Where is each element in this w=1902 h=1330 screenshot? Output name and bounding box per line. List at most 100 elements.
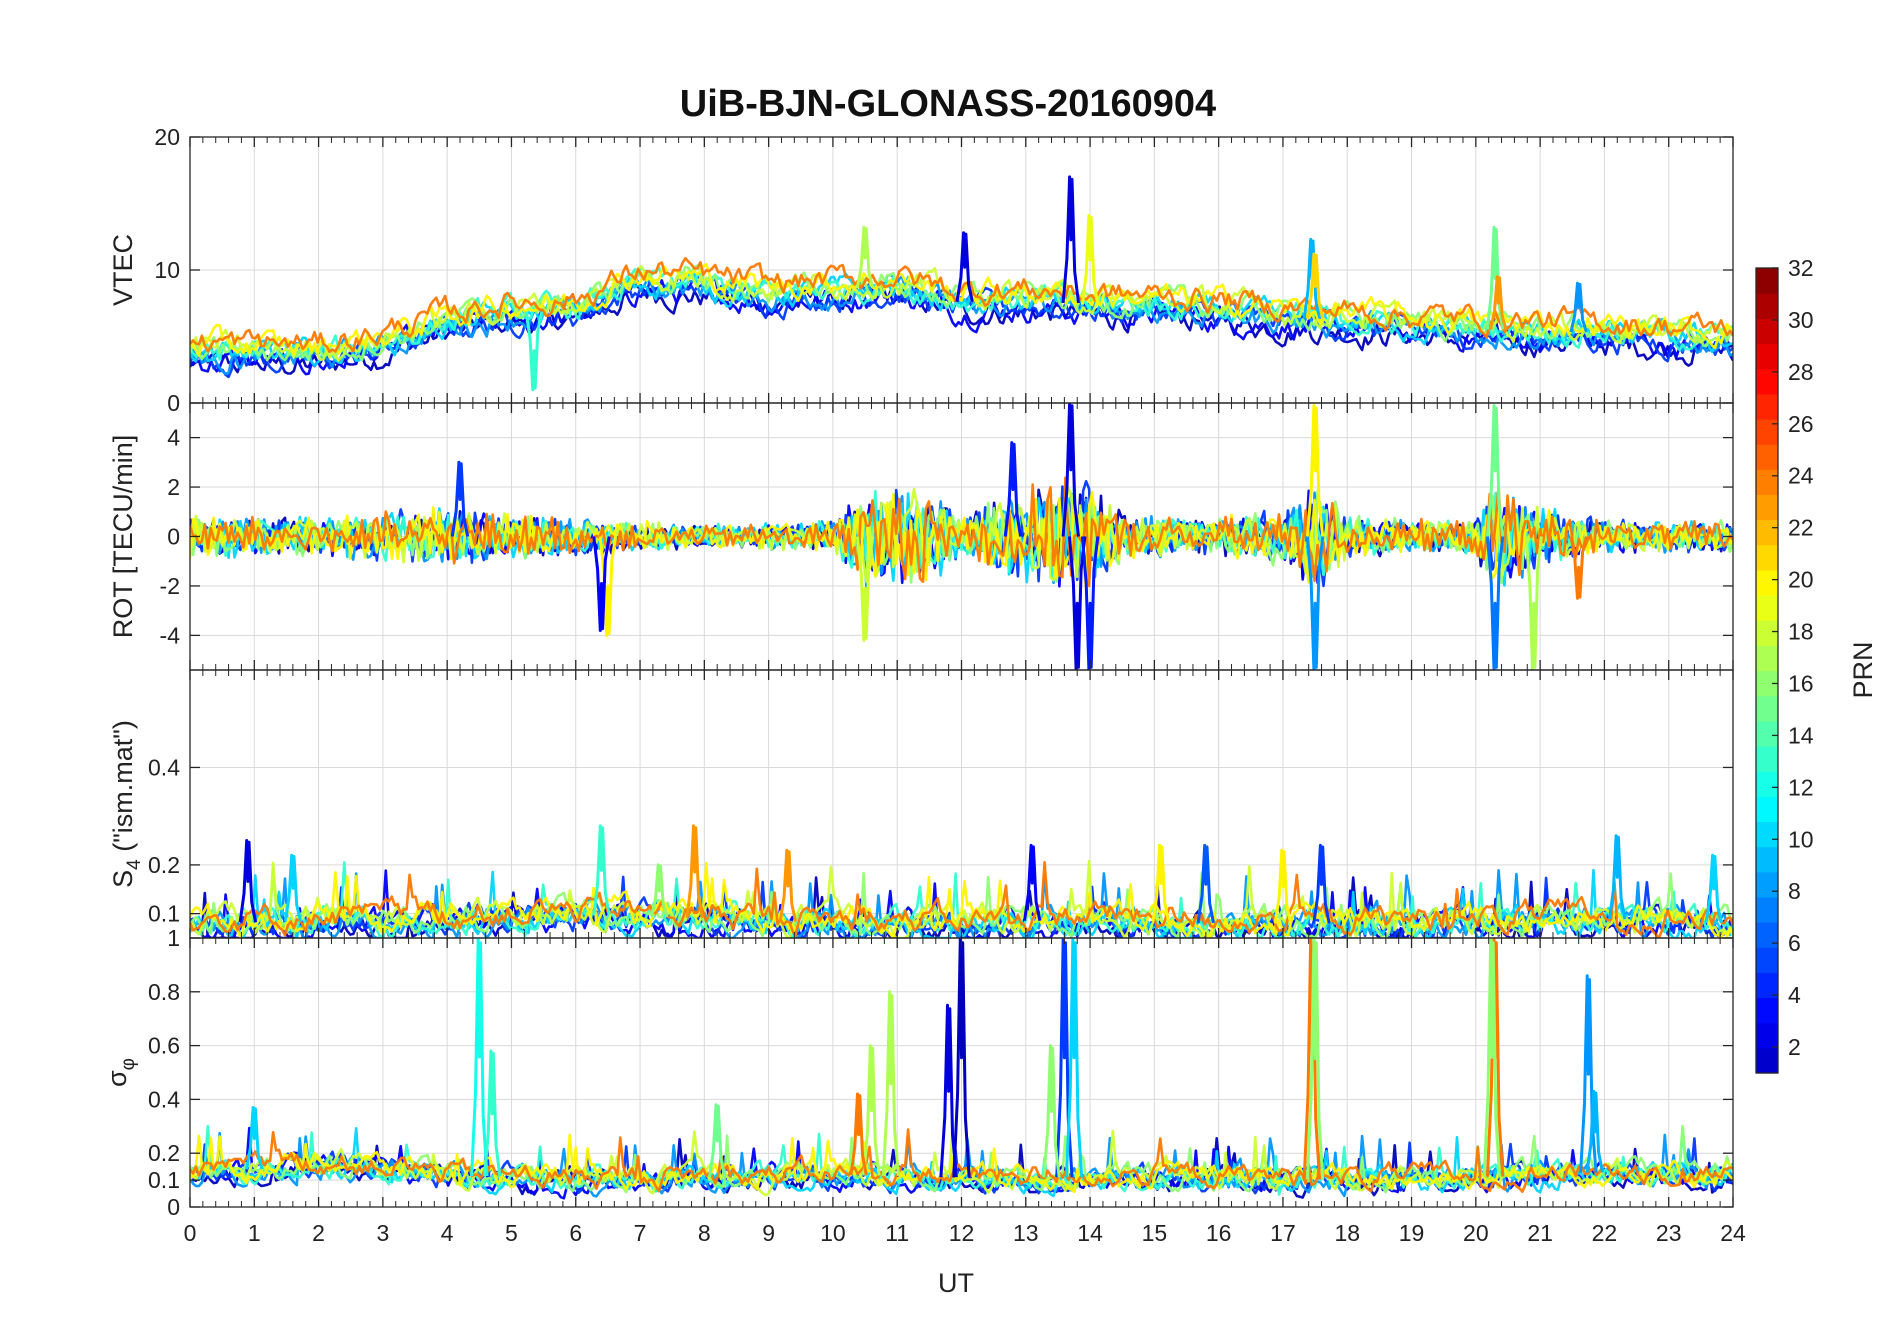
sigphi-series-prn-24 [190, 1128, 1733, 1193]
panel-s4: 0.1 0.2 0.4S4 ("ism.mat") [108, 669, 1734, 939]
vtec-event-spike [1080, 214, 1100, 305]
colorbar-segment [1756, 1047, 1778, 1074]
colorbar-segment [1756, 846, 1778, 873]
x-axis-label: UT [938, 1268, 974, 1298]
vtec-y-tick-label: 10 [154, 257, 180, 283]
s4-event-spike [778, 848, 798, 923]
x-tick-label: 8 [698, 1220, 711, 1246]
vtec-series-prn-13 [190, 265, 1733, 361]
x-tick-label: 10 [820, 1220, 846, 1246]
panel-sigphi: 00.10.2 0.4 0.6 0.8 1 σφ [102, 925, 1734, 1220]
x-tick-label: 17 [1270, 1220, 1296, 1246]
sigphi-event-spike [1482, 938, 1502, 1177]
x-tick-label: 16 [1206, 1220, 1232, 1246]
s4-event-spike [1704, 853, 1723, 924]
rot-event-spike [450, 460, 470, 537]
rot-event-spike [1485, 536, 1505, 670]
sigphi-event-spike [849, 1092, 868, 1176]
panel-rot: -4 -2 0 2 4 ROT [TECU/min] [108, 402, 1734, 671]
sigphi-y-tick-label: 0.8 [148, 979, 180, 1005]
colorbar-segment [1756, 544, 1778, 571]
colorbar-tick-label: 4 [1788, 982, 1801, 1008]
sigphi-series-group [190, 938, 1733, 1200]
x-tick-label: 15 [1142, 1220, 1168, 1246]
colorbar-segment [1756, 720, 1778, 747]
colorbar-segment [1756, 620, 1778, 646]
s4-event-spike [1608, 834, 1627, 920]
vtec-series-prn-20 [190, 262, 1733, 357]
vtec-event-spike [1569, 281, 1588, 333]
sigphi-event-spike [1042, 1044, 1061, 1178]
s4-series-prn-24 [190, 860, 1733, 938]
x-tick-label: 2 [312, 1220, 325, 1246]
colorbar-segment [1756, 393, 1778, 420]
sigphi-y-tick-label: 1 [167, 925, 180, 951]
colorbar-tick-label: 32 [1788, 255, 1814, 281]
colorbar-segment [1756, 821, 1778, 848]
colorbar-tick-label: 28 [1788, 359, 1814, 385]
colorbar-segment [1756, 771, 1778, 797]
x-axis: 0 1 2 3 4 5 6 7 8 9 10 11 12 13 14 15 16 17 18 19 20 21 22 23 24 [184, 1220, 1746, 1246]
sigphi-event-spike [483, 1049, 502, 1177]
rot-event-spike [1061, 403, 1080, 537]
colorbar-segment [1756, 268, 1778, 294]
x-tick-label: 12 [949, 1220, 975, 1246]
s4-y-axis-label: S4 ("ism.mat") [108, 720, 145, 888]
sigphi-y-tick-label: 0.6 [148, 1033, 180, 1059]
colorbar-segment [1756, 670, 1778, 697]
s4-event-spike [238, 839, 258, 923]
vtec-event-spike [855, 225, 875, 289]
colorbar-tick-label: 8 [1788, 878, 1801, 904]
colorbar-segment [1756, 1022, 1778, 1049]
s4-y-tick-label: 0.1 [148, 901, 180, 927]
x-tick-label: 3 [376, 1220, 389, 1246]
x-tick-label: 22 [1592, 1220, 1618, 1246]
colorbar-tick-label: 26 [1788, 411, 1814, 437]
rot-y-axis-label: ROT [TECU/min] [108, 435, 138, 639]
colorbar-tick-label: 6 [1788, 930, 1801, 956]
sigphi-event-spike [1305, 938, 1325, 1180]
s4-series-prn-20 [190, 861, 1733, 938]
x-tick-label: 19 [1399, 1220, 1425, 1246]
vtec-y-tick-label: 20 [154, 124, 180, 150]
colorbar-tick-label: 16 [1788, 670, 1814, 696]
colorbar-segment [1756, 368, 1778, 395]
x-tick-label: 5 [505, 1220, 518, 1246]
colorbar-segment [1756, 947, 1778, 973]
sigphi-event-spike [470, 938, 489, 1177]
colorbar-segment [1756, 745, 1778, 772]
vtec-event-spike [1061, 175, 1080, 304]
colorbar-tick-label: 12 [1788, 774, 1814, 800]
s4-event-spike [650, 863, 669, 918]
sigphi-y-tick-label: 0.2 [148, 1140, 180, 1166]
rot-y-tick-label: 4 [167, 425, 180, 451]
x-tick-label: 18 [1334, 1220, 1360, 1246]
vtec-event-spike [524, 311, 544, 392]
vtec-event-spike [955, 231, 974, 303]
s4-event-spike [283, 853, 303, 922]
s4-event-spike [1196, 843, 1215, 924]
sigphi-event-spike [1579, 974, 1598, 1173]
rot-event-spike [1569, 536, 1588, 600]
x-tick-label: 9 [762, 1220, 775, 1246]
colorbar-segment [1756, 469, 1778, 496]
sigphi-y-tick-label: 0 [167, 1194, 180, 1220]
x-tick-label: 20 [1463, 1220, 1489, 1246]
colorbar-segment [1756, 595, 1778, 621]
vtec-series-prn-24 [190, 256, 1733, 354]
rot-event-spike [1080, 536, 1100, 670]
colorbar-tick-label: 14 [1788, 722, 1814, 748]
rot-event-spike [1524, 536, 1543, 670]
rot-series-prn-24 [190, 476, 1733, 588]
colorbar-segment [1756, 695, 1778, 722]
sigphi-y-tick-label: 0.1 [148, 1167, 180, 1193]
x-tick-label: 7 [634, 1220, 647, 1246]
s4-event-spike [1273, 848, 1293, 924]
x-tick-label: 1 [248, 1220, 261, 1246]
colorbar-segment [1756, 418, 1778, 445]
colorbar-segment [1756, 896, 1778, 923]
s4-y-tick-label: 0.4 [148, 754, 180, 780]
